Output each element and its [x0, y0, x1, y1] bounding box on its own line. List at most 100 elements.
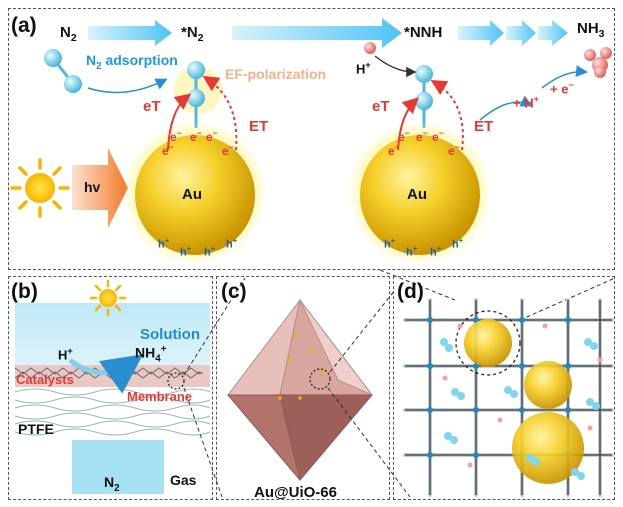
e-sup: − [422, 128, 428, 138]
sun-icon [10, 158, 70, 218]
h-text: h [452, 238, 459, 251]
nh4-sub: 4 [155, 353, 161, 365]
gas-label: Gas [170, 472, 197, 488]
e-text: e [432, 130, 439, 144]
e-text: e [222, 144, 229, 158]
n2-adsorption-n: N [86, 52, 97, 68]
plus-h-sup: + [533, 94, 539, 104]
h-text: h [158, 238, 165, 251]
nh4-sup: + [160, 344, 167, 355]
n2-gas-label: N2 [104, 474, 120, 494]
h-sup: + [210, 244, 216, 253]
ET-label-right: ET [474, 118, 494, 135]
electron-left-5: e− [222, 142, 234, 158]
proton-text: H [356, 61, 366, 77]
panel-d-label: (d) [397, 280, 424, 303]
hole-left-4: h+ [226, 236, 237, 251]
electron-right-1: e− [398, 128, 410, 144]
electron-left-1: e− [170, 128, 182, 144]
stage-star-n2-sub: 2 [197, 32, 204, 44]
h-text: h [204, 246, 211, 259]
e-sup: − [394, 142, 400, 152]
hole-right-3: h+ [430, 244, 441, 259]
e-text: e [416, 130, 423, 144]
e-text: e [206, 130, 213, 144]
proton-arrow [374, 55, 417, 78]
plus-e-label: + e− [550, 80, 574, 96]
electron-right-2: e− [416, 128, 428, 144]
au-label-right: Au [407, 186, 427, 203]
h-sup: + [232, 236, 238, 245]
nh4-conversion-arrow [68, 354, 144, 394]
au-particle-left [135, 135, 255, 255]
panel-b [8, 276, 213, 500]
plus-h-text: + H [513, 95, 534, 111]
panel-d [393, 276, 615, 500]
solution-label: Solution [140, 326, 200, 343]
stage-nh3-text: NH [577, 20, 599, 37]
adsorbed-nnh-icon [415, 65, 433, 128]
n2-adsorption-label: N2 adsorption [86, 52, 178, 72]
au-particle-right [360, 135, 480, 255]
panel-c-label: (c) [221, 280, 247, 303]
hv-label: hv [84, 179, 101, 195]
h-text: h [430, 246, 437, 259]
plus-h-label: + H+ [513, 94, 539, 110]
h-text: h [406, 246, 413, 259]
n2-adsorption-sub: 2 [96, 60, 102, 72]
zoom-circle-c [309, 368, 331, 390]
hole-right-2: h+ [406, 244, 417, 259]
e-text: e [170, 130, 177, 144]
hole-right-1: h+ [384, 236, 395, 251]
e-sup: − [228, 142, 234, 152]
au-nanoparticle-d2 [524, 361, 572, 409]
stage-star-n2-text: *N [181, 24, 198, 41]
et-label-left: eT [143, 98, 161, 115]
au-label-left: Au [182, 186, 202, 203]
hole-left-2: h+ [180, 244, 191, 259]
stage-arrow-1 [88, 20, 172, 46]
hv-arrow [72, 148, 128, 228]
au-nanoparticle-d3 [512, 412, 584, 484]
stage-n2-sub: 2 [70, 32, 77, 44]
nh4-text: NH [135, 344, 156, 361]
stage-arrow-5 [538, 20, 568, 46]
sun-icon-b [89, 279, 127, 317]
e-text: e [448, 144, 455, 158]
h-plus-sup: + [67, 346, 73, 356]
zoom-circle-d [455, 310, 521, 376]
ptfe-label: PTFE [18, 421, 54, 437]
proton-label: H+ [356, 60, 371, 76]
stage-arrow-4 [506, 20, 536, 46]
nh4-label: NH4+ [135, 344, 166, 364]
electron-right-3: e− [432, 128, 444, 144]
e-sup: − [176, 128, 182, 138]
h-sup: + [458, 236, 464, 245]
h-sup: + [164, 236, 170, 245]
stage-nh3: NH3 [577, 20, 605, 40]
adsorbed-n2-left-icon [187, 61, 205, 128]
n2-text: N [104, 474, 115, 490]
e-sup: − [196, 128, 202, 138]
e-text: e [388, 144, 395, 158]
gas-channel [72, 440, 164, 494]
stage-star-n2: *N2 [181, 24, 204, 44]
n2-molecule-icon [44, 49, 82, 93]
h-plus-text: H [58, 347, 68, 363]
panel-b-label: (b) [11, 280, 38, 303]
panel-a-label: (a) [11, 14, 37, 37]
h-text: h [384, 238, 391, 251]
h-sup: + [436, 244, 442, 253]
stage-nnh: *NNH [404, 24, 443, 41]
plus-e-text: + e [550, 81, 569, 97]
h-sup: + [390, 236, 396, 245]
au-uio66-caption: Au@UiO-66 [254, 484, 337, 501]
stage-n2: N2 [60, 24, 77, 44]
step-arrow-1 [479, 95, 533, 121]
lattice-nodes [427, 317, 571, 458]
h-plus-label: H+ [58, 346, 73, 362]
catalysts-label: Catalysts [16, 372, 74, 387]
e-text: e [190, 130, 197, 144]
et-arrow-left [167, 93, 192, 151]
nh3-molecule-icon [584, 47, 612, 78]
